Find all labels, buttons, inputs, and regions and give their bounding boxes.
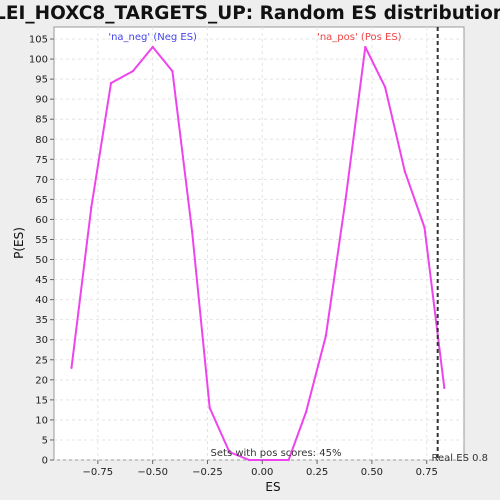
pos-scores-annotation: Sets with pos scores: 45% (211, 448, 342, 459)
data-point (265, 458, 268, 462)
plot-area (53, 26, 465, 461)
data-point (403, 170, 407, 173)
y-axis-label: P(ES) (12, 227, 26, 259)
data-point (324, 334, 328, 337)
data-point (70, 366, 73, 369)
y-tick-label: 25 (35, 355, 48, 366)
pos-es-annotation: 'na_pos' (Pos ES) (317, 32, 402, 43)
data-point (247, 458, 251, 462)
series-layer (70, 45, 446, 462)
data-point (228, 450, 231, 454)
y-tick-label: 75 (35, 155, 48, 166)
y-tick-label: 55 (35, 235, 48, 246)
y-tick-label: 45 (35, 275, 48, 286)
y-tick-label: 5 (42, 435, 48, 446)
y-tick-label: 10 (35, 415, 48, 426)
y-tick-label: 30 (35, 335, 48, 346)
y-tick-label: 105 (29, 35, 48, 46)
y-tick-label: 35 (35, 315, 48, 326)
data-point (190, 230, 194, 233)
tick-layer: 0 5 10 15 20 25 30 35 40 45 50 55 60 65 70 75 80 85 90 95 10… (29, 35, 438, 478)
x-tick-label: 0.00 (251, 467, 273, 478)
x-tick-label: −0.25 (192, 467, 223, 478)
y-tick-label: 15 (35, 395, 48, 406)
x-tick-label: 0.50 (361, 467, 383, 478)
x-axis-label: ES (265, 480, 280, 494)
data-point (383, 85, 387, 89)
y-tick-label: 50 (35, 255, 48, 266)
data-point (208, 406, 211, 410)
x-tick-label: 0.25 (306, 467, 328, 478)
x-tick-label: −0.50 (137, 467, 168, 478)
es-distribution-line (70, 46, 446, 461)
data-point (151, 45, 154, 49)
y-tick-label: 85 (35, 115, 48, 126)
data-point (443, 386, 446, 390)
y-tick-label: 0 (42, 456, 48, 467)
y-tick-label: 100 (29, 55, 48, 66)
chart-title: LEI_HOXC8_TARGETS_UP: Random ES distribu… (0, 3, 500, 24)
x-tick-label: 0.75 (416, 467, 438, 478)
y-tick-label: 60 (35, 215, 48, 226)
data-point (171, 69, 174, 73)
data-point (109, 81, 113, 85)
y-tick-label: 20 (35, 375, 48, 386)
data-point (90, 206, 93, 209)
y-tick-label: 70 (35, 175, 48, 186)
data-point (423, 226, 426, 229)
data-point (364, 45, 367, 49)
y-tick-label: 40 (35, 295, 48, 306)
y-tick-label: 65 (35, 195, 48, 206)
x-tick-label: −0.75 (83, 467, 114, 478)
neg-es-annotation: 'na_neg' (Neg ES) (108, 32, 197, 43)
y-tick-label: 80 (35, 135, 48, 146)
data-point (344, 198, 347, 201)
data-point (131, 69, 135, 73)
real-es-label: Real ES 0.8 (432, 453, 488, 464)
data-point (287, 458, 290, 462)
data-point (304, 410, 308, 414)
y-tick-label: 95 (35, 75, 48, 86)
y-tick-label: 90 (35, 95, 48, 106)
